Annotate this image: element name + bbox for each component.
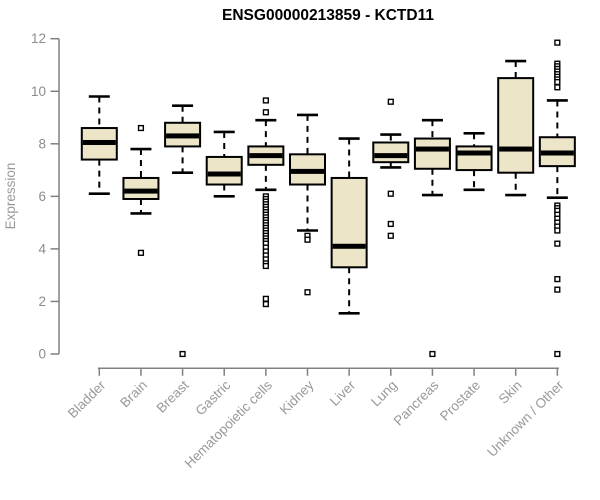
outlier-point [554, 227, 561, 234]
outlier-point [429, 350, 436, 358]
boxplot-brain [122, 124, 160, 256]
chart-title: ENSG00000213859 - KCTD11 [222, 7, 434, 24]
y-tick-label: 2 [38, 294, 46, 309]
median-line [499, 146, 533, 152]
x-tick-label: Breast [153, 377, 191, 415]
outlier-point [262, 97, 269, 104]
outlier-point [554, 78, 561, 86]
y-tick-label: 8 [38, 136, 46, 151]
outlier-point [304, 236, 311, 243]
boxplot-prostate [455, 131, 493, 192]
iqr-box [497, 77, 535, 174]
y-tick-label: 6 [38, 189, 46, 204]
outlier-point [554, 350, 561, 358]
median-line [374, 153, 408, 159]
y-axis-title: Expression [3, 163, 18, 230]
median-line [415, 146, 449, 152]
boxplot-gastric [205, 130, 243, 198]
outlier-point [262, 295, 269, 302]
outlier-point [554, 286, 561, 293]
median-line [207, 171, 241, 177]
outlier-point [262, 300, 269, 308]
x-tick-label: Gastric [192, 377, 233, 418]
outlier-point [387, 190, 394, 197]
x-tick-label: Lung [368, 378, 400, 410]
boxplot-bladder [80, 95, 118, 196]
y-tick-label: 0 [38, 347, 46, 362]
boxplot-lung [372, 98, 410, 239]
boxplot-pancreas [413, 118, 451, 358]
boxplot-kidney [289, 113, 326, 296]
median-line [332, 243, 366, 249]
x-tick-label: Liver [327, 377, 359, 409]
boxplot-skin [497, 59, 535, 197]
y-tick-label: 12 [31, 31, 46, 46]
iqr-box [122, 176, 160, 200]
median-line [457, 150, 491, 156]
boxplot-unknown-other [538, 39, 576, 358]
x-tick-label: Unknown / Other [484, 377, 567, 460]
iqr-box [372, 141, 410, 164]
outlier-point [554, 276, 561, 283]
y-tick-label: 10 [31, 84, 46, 99]
x-tick-label: Kidney [277, 377, 317, 417]
outlier-point [137, 249, 145, 256]
boxplot-hematopoietic-cells [247, 97, 285, 308]
median-line [249, 153, 283, 159]
plot-area [80, 39, 576, 358]
outlier-point [262, 109, 269, 116]
outlier-point [554, 84, 561, 91]
outlier-point [554, 39, 561, 46]
outlier-point [304, 289, 311, 296]
outlier-point [137, 124, 145, 132]
median-line [82, 139, 116, 145]
median-line [166, 133, 200, 139]
iqr-box [413, 137, 451, 170]
outlier-point [554, 240, 561, 247]
iqr-box [205, 155, 243, 186]
iqr-box [455, 145, 493, 172]
median-line [291, 168, 324, 174]
median-line [540, 150, 574, 156]
x-tick-label: Pancreas [391, 377, 442, 428]
x-tick-label: Brain [117, 378, 150, 411]
x-tick-label: Skin [496, 378, 525, 407]
outlier-point [179, 350, 186, 358]
outlier-point [387, 220, 394, 228]
median-line [124, 188, 158, 194]
outlier-point [387, 232, 394, 239]
outlier-point [262, 262, 269, 270]
x-tick-label: Prostate [437, 378, 483, 424]
y-tick-label: 4 [38, 241, 46, 256]
iqr-box [330, 176, 368, 269]
boxplot-breast [164, 104, 202, 358]
outlier-point [387, 98, 394, 105]
x-tick-label: Bladder [65, 377, 109, 421]
boxplot-liver [330, 137, 368, 315]
